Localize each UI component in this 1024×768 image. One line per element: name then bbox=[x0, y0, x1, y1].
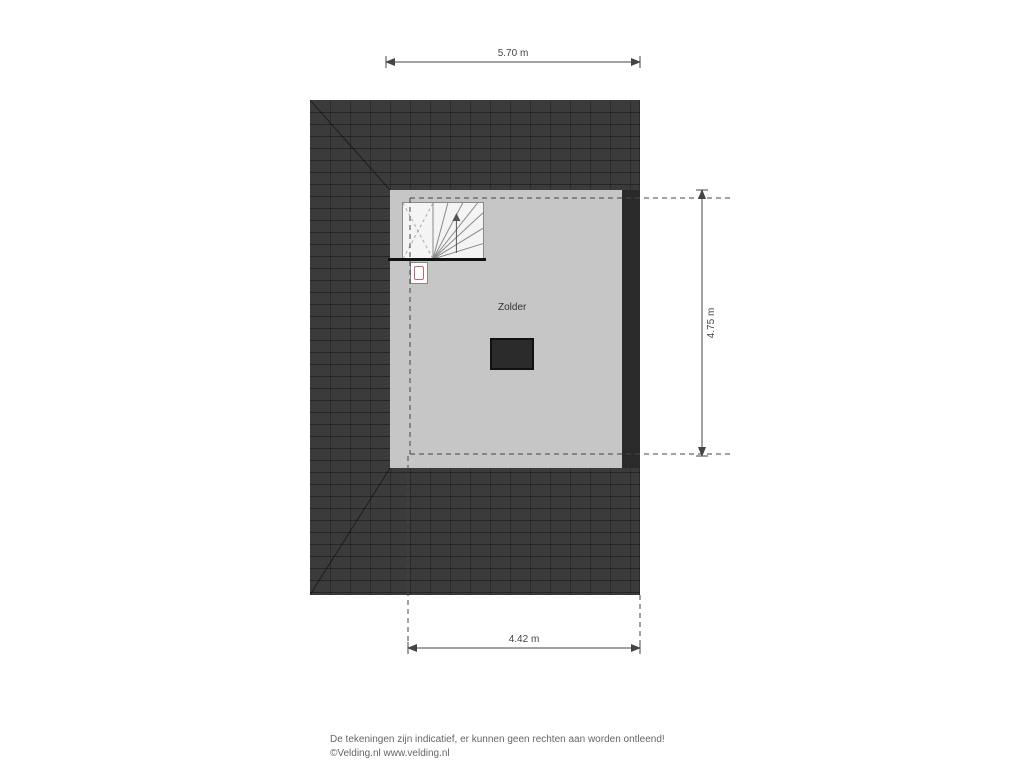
disclaimer-line-2: ©Velding.nl www.velding.nl bbox=[330, 747, 665, 761]
stairs-threshold bbox=[388, 258, 486, 261]
dark-wall-strip bbox=[622, 190, 640, 468]
floorplan-stage: Zolder 5.70 m 4.75 m 4.42 m De tekeningen … bbox=[0, 0, 1024, 768]
cv-unit-inner bbox=[414, 266, 424, 280]
disclaimer-footer: De tekeningen zijn indicatief, er kunnen… bbox=[330, 733, 665, 760]
room-label: Zolder bbox=[498, 302, 526, 313]
stairs bbox=[402, 202, 484, 258]
stair-treads bbox=[403, 203, 483, 258]
skylight bbox=[490, 338, 534, 370]
svg-text:4.42 m: 4.42 m bbox=[509, 634, 540, 645]
disclaimer-line-1: De tekeningen zijn indicatief, er kunnen… bbox=[330, 733, 665, 747]
svg-text:5.70 m: 5.70 m bbox=[498, 48, 529, 59]
cv-unit bbox=[410, 262, 428, 284]
svg-text:4.75 m: 4.75 m bbox=[706, 308, 717, 339]
